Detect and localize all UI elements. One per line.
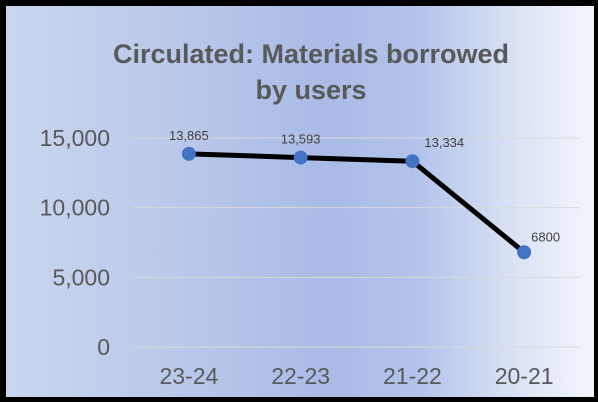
y-tick-label: 10,000 [40,195,110,221]
chart-title-line-1: Circulated: Materials borrowed [113,39,509,69]
data-label: 13,334 [424,135,464,150]
data-point [293,150,308,165]
data-point [181,146,196,161]
series-line [186,151,527,255]
x-tick-label: 23-24 [159,363,218,389]
data-points [181,146,532,260]
x-tick-label: 21-22 [383,363,442,389]
y-tick-label: 5,000 [52,264,110,290]
y-axis-ticks: 0 5,000 10,000 15,000 [40,125,110,360]
data-point [517,245,532,260]
line-chart: Circulated: Materials borrowed by users … [40,39,580,389]
data-label: 6800 [531,229,560,244]
series-polyline [186,151,527,255]
x-tick-label: 22-23 [271,363,330,389]
data-label: 13,865 [169,128,209,143]
x-tick-label: 20-21 [495,363,554,389]
y-tick-label: 15,000 [40,125,110,151]
x-axis-ticks: 23-24 22-23 21-22 20-21 [159,363,553,389]
chart-title-line-2: by users [255,75,366,105]
data-point [405,154,420,169]
y-tick-label: 0 [97,334,110,360]
gridlines [133,137,580,348]
data-label: 13,593 [281,132,321,147]
data-labels: 13,865 13,593 13,334 6800 [169,128,560,244]
